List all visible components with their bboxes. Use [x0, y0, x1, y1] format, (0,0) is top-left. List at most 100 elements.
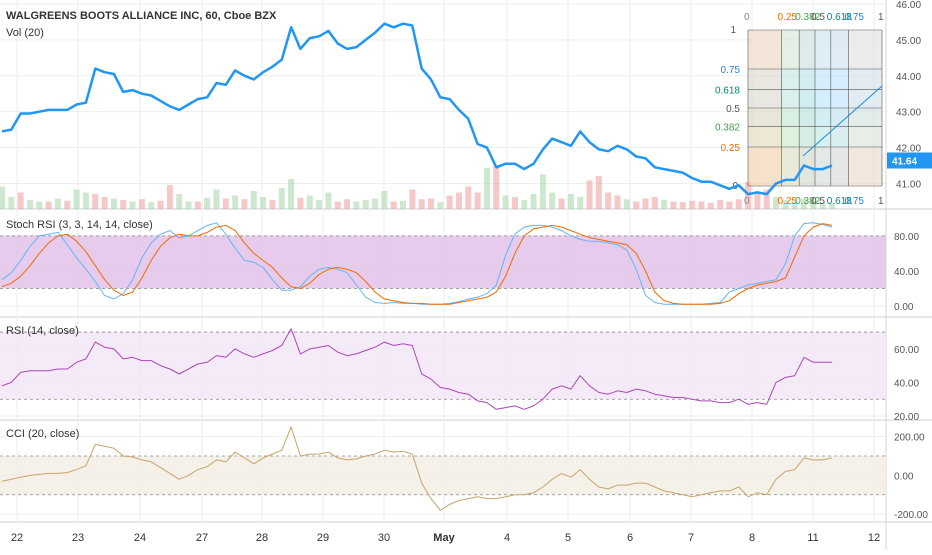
price-tick-label: 46.00 [896, 0, 921, 11]
volume-bar [754, 192, 761, 209]
fib-label-bottom: 0.25 [778, 196, 798, 207]
last-price-badge [887, 152, 932, 169]
volume-bar [185, 201, 192, 209]
fib-label-bottom: 0.5 [811, 196, 825, 207]
volume-bar [362, 200, 369, 209]
volume-bar [222, 198, 229, 209]
indicator-tick-label: 40.00 [894, 378, 919, 389]
stoch-d-line [1, 223, 833, 305]
volume-bar [157, 200, 164, 209]
volume-bar [269, 200, 276, 209]
fib-label-top: 0.5 [811, 12, 825, 23]
volume-bar [129, 201, 136, 209]
volume-bar [26, 200, 33, 209]
fib-label-left-one: 1 [730, 25, 736, 36]
x-axis-label: 7 [688, 532, 694, 544]
volume-bar [400, 200, 407, 209]
volume-bar [288, 179, 295, 209]
volume-bar [502, 195, 509, 209]
fib-label-left: 0.75 [721, 65, 741, 76]
cci-title: CCI (20, close) [6, 428, 79, 440]
volume-bar [427, 198, 434, 209]
x-axis-label: 12 [868, 532, 880, 544]
x-axis-label: 8 [749, 532, 755, 544]
price-tick-label: 45.00 [896, 36, 921, 47]
price-tick-label: 41.00 [896, 179, 921, 190]
fib-label-top: 0.618 [827, 12, 852, 23]
price-line [1, 22, 833, 196]
fib-label-left: 0.618 [715, 86, 740, 97]
volume-bar [745, 182, 752, 209]
price-tick-label: 42.00 [896, 144, 921, 155]
volume-bar [810, 201, 817, 209]
fib-label-bottom: 0 [744, 196, 750, 207]
volume-bar [623, 199, 630, 209]
volume-bar [381, 191, 388, 209]
volume-bar [64, 200, 71, 209]
volume-bar [344, 199, 351, 209]
volume-bar [353, 201, 360, 209]
volume-bar [334, 201, 341, 209]
fib-label-top: 1 [878, 12, 884, 23]
fib-label-left: 0.382 [715, 122, 740, 133]
volume-bar [614, 195, 621, 209]
indicator-tick-label: 20.00 [894, 412, 919, 423]
volume-bar [474, 192, 481, 209]
x-axis-label: 4 [504, 532, 510, 544]
volume-bar [260, 197, 267, 209]
volume-bar [82, 192, 89, 209]
fib-label-bottom: 1 [878, 196, 884, 207]
volume-bar [92, 194, 99, 209]
volume-bar [689, 200, 696, 209]
indicator-tick-label: 0.00 [894, 471, 914, 482]
volume-bar [372, 198, 379, 209]
symbol-title: WALGREENS BOOTS ALLIANCE INC, 60, Cboe B… [6, 10, 277, 22]
volume-bar [819, 202, 826, 209]
indicator-tick-label: 60.00 [894, 345, 919, 356]
fib-label-bottom: 0.618 [827, 196, 852, 207]
x-axis-label: 5 [565, 532, 571, 544]
volume-bar [297, 197, 304, 209]
indicator-tick-label: 200.00 [894, 433, 925, 444]
stoch-title: Stoch RSI (3, 3, 14, 14, close) [6, 219, 153, 231]
fib-label-top: 0.25 [778, 12, 798, 23]
last-price-label: 41.64 [892, 156, 917, 167]
x-axis-label: 24 [134, 532, 146, 544]
volume-bar [633, 201, 640, 209]
volume-bar [138, 199, 145, 209]
volume-bar [511, 197, 518, 209]
volume-bar [409, 189, 416, 209]
x-axis-label: 29 [317, 532, 329, 544]
rsi-title: RSI (14, close) [6, 325, 79, 337]
x-axis-label: 28 [256, 532, 268, 544]
volume-bar [707, 203, 714, 209]
volume-bar [586, 180, 593, 209]
volume-label: Vol (20) [6, 27, 44, 39]
volume-bar [232, 195, 239, 209]
rsi-line [1, 328, 832, 410]
volume-bar [446, 195, 453, 209]
fib-trend-line [802, 85, 883, 157]
volume-bar [698, 201, 705, 209]
volume-bar [36, 201, 43, 209]
volume-bar [250, 191, 257, 209]
volume-bar [595, 176, 602, 209]
volume-bar [120, 200, 127, 209]
volume-bar [390, 201, 397, 209]
volume-bar [45, 201, 52, 209]
cci-line [1, 426, 833, 511]
volume-bar [558, 198, 565, 209]
volume-bar [455, 192, 462, 209]
volume-bar [661, 200, 668, 209]
volume-bar [213, 189, 220, 209]
x-axis-label: 23 [72, 532, 84, 544]
volume-bar [176, 194, 183, 209]
volume-bar [829, 203, 835, 209]
volume-bar [642, 198, 649, 209]
volume-bar [791, 201, 798, 209]
volume-bar [549, 192, 556, 209]
volume-bar [521, 200, 528, 209]
volume-bar [306, 195, 313, 209]
volume-bar [605, 192, 612, 209]
